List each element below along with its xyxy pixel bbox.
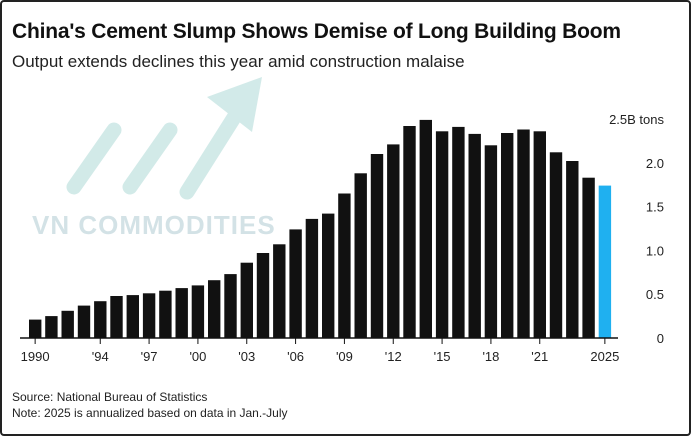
bar-1991 bbox=[45, 316, 58, 338]
bar-2021 bbox=[533, 131, 546, 338]
bar-1994 bbox=[94, 301, 107, 338]
bar-1995 bbox=[110, 296, 123, 338]
bar-2015 bbox=[435, 131, 449, 338]
bar-1992 bbox=[61, 310, 74, 338]
bar-2017 bbox=[468, 133, 481, 338]
x-tick-label: '18 bbox=[482, 349, 499, 364]
bar-2000 bbox=[191, 285, 205, 338]
bar-1996 bbox=[126, 295, 139, 338]
bar-1998 bbox=[159, 290, 172, 338]
bar-2005 bbox=[273, 244, 286, 338]
y-tick-label: 0 bbox=[657, 331, 664, 346]
bar-2012 bbox=[387, 144, 400, 338]
bar-2010 bbox=[354, 173, 367, 338]
x-tick-label: '12 bbox=[385, 349, 402, 364]
bar-1999 bbox=[175, 288, 188, 338]
bar-2020 bbox=[517, 129, 530, 338]
bar-2006 bbox=[289, 229, 302, 338]
watermark-arrow-icon bbox=[66, 77, 262, 200]
chart-title: China's Cement Slump Shows Demise of Lon… bbox=[12, 20, 621, 43]
bar-2007 bbox=[305, 218, 319, 338]
x-tick-label: '06 bbox=[287, 349, 304, 364]
bar-2014 bbox=[419, 119, 432, 339]
bar-2018 bbox=[484, 145, 498, 338]
y-tick-label: 2.0 bbox=[646, 156, 664, 171]
y-tick-label: 2.5B tons bbox=[609, 112, 664, 127]
x-tick-label: '21 bbox=[531, 349, 548, 364]
bar-2024 bbox=[582, 177, 595, 338]
chart-subtitle: Output extends declines this year amid c… bbox=[12, 52, 465, 71]
bar-2008 bbox=[322, 213, 335, 338]
bar-2016 bbox=[452, 126, 465, 339]
bar-1990 bbox=[29, 319, 42, 338]
x-tick-label: '94 bbox=[92, 349, 109, 364]
bar-2013 bbox=[403, 126, 416, 338]
source-note: Source: National Bureau of Statistics bbox=[12, 390, 208, 404]
y-axis-ticks: 2.5B tons 2.0 1.5 1.0 0.5 0 bbox=[609, 112, 664, 346]
bar-2002 bbox=[224, 274, 237, 338]
x-tick-label: '03 bbox=[238, 349, 255, 364]
bars-group bbox=[29, 119, 612, 339]
x-tick-label: 2025 bbox=[590, 349, 619, 364]
bar-2004 bbox=[256, 253, 270, 338]
bar-2023 bbox=[566, 161, 579, 338]
x-tick-label: '00 bbox=[189, 349, 206, 364]
bar-2009 bbox=[338, 193, 351, 338]
bar-2025 bbox=[598, 185, 612, 338]
x-tick-label: '09 bbox=[336, 349, 353, 364]
y-tick-label: 1.0 bbox=[646, 243, 664, 258]
x-tick-label: 1990 bbox=[21, 349, 50, 364]
bar-2022 bbox=[549, 152, 563, 338]
bar-2019 bbox=[501, 133, 514, 338]
y-tick-label: 0.5 bbox=[646, 287, 664, 302]
y-tick-label: 1.5 bbox=[646, 200, 664, 215]
bar-1993 bbox=[77, 305, 91, 338]
bar-1997 bbox=[142, 293, 156, 338]
bar-2011 bbox=[370, 154, 384, 338]
footnote: Note: 2025 is annualized based on data i… bbox=[12, 406, 288, 420]
x-tick-label: '97 bbox=[141, 349, 158, 364]
x-tick-label: '15 bbox=[434, 349, 451, 364]
watermark-logo: VN COMMODITIES bbox=[32, 210, 276, 240]
bar-2003 bbox=[240, 262, 253, 338]
x-axis-ticks: 1990 '94 '97 '00 '03 '06 '09 '12 '15 '18 '21 2025 bbox=[21, 338, 619, 364]
bar-2001 bbox=[208, 280, 221, 338]
